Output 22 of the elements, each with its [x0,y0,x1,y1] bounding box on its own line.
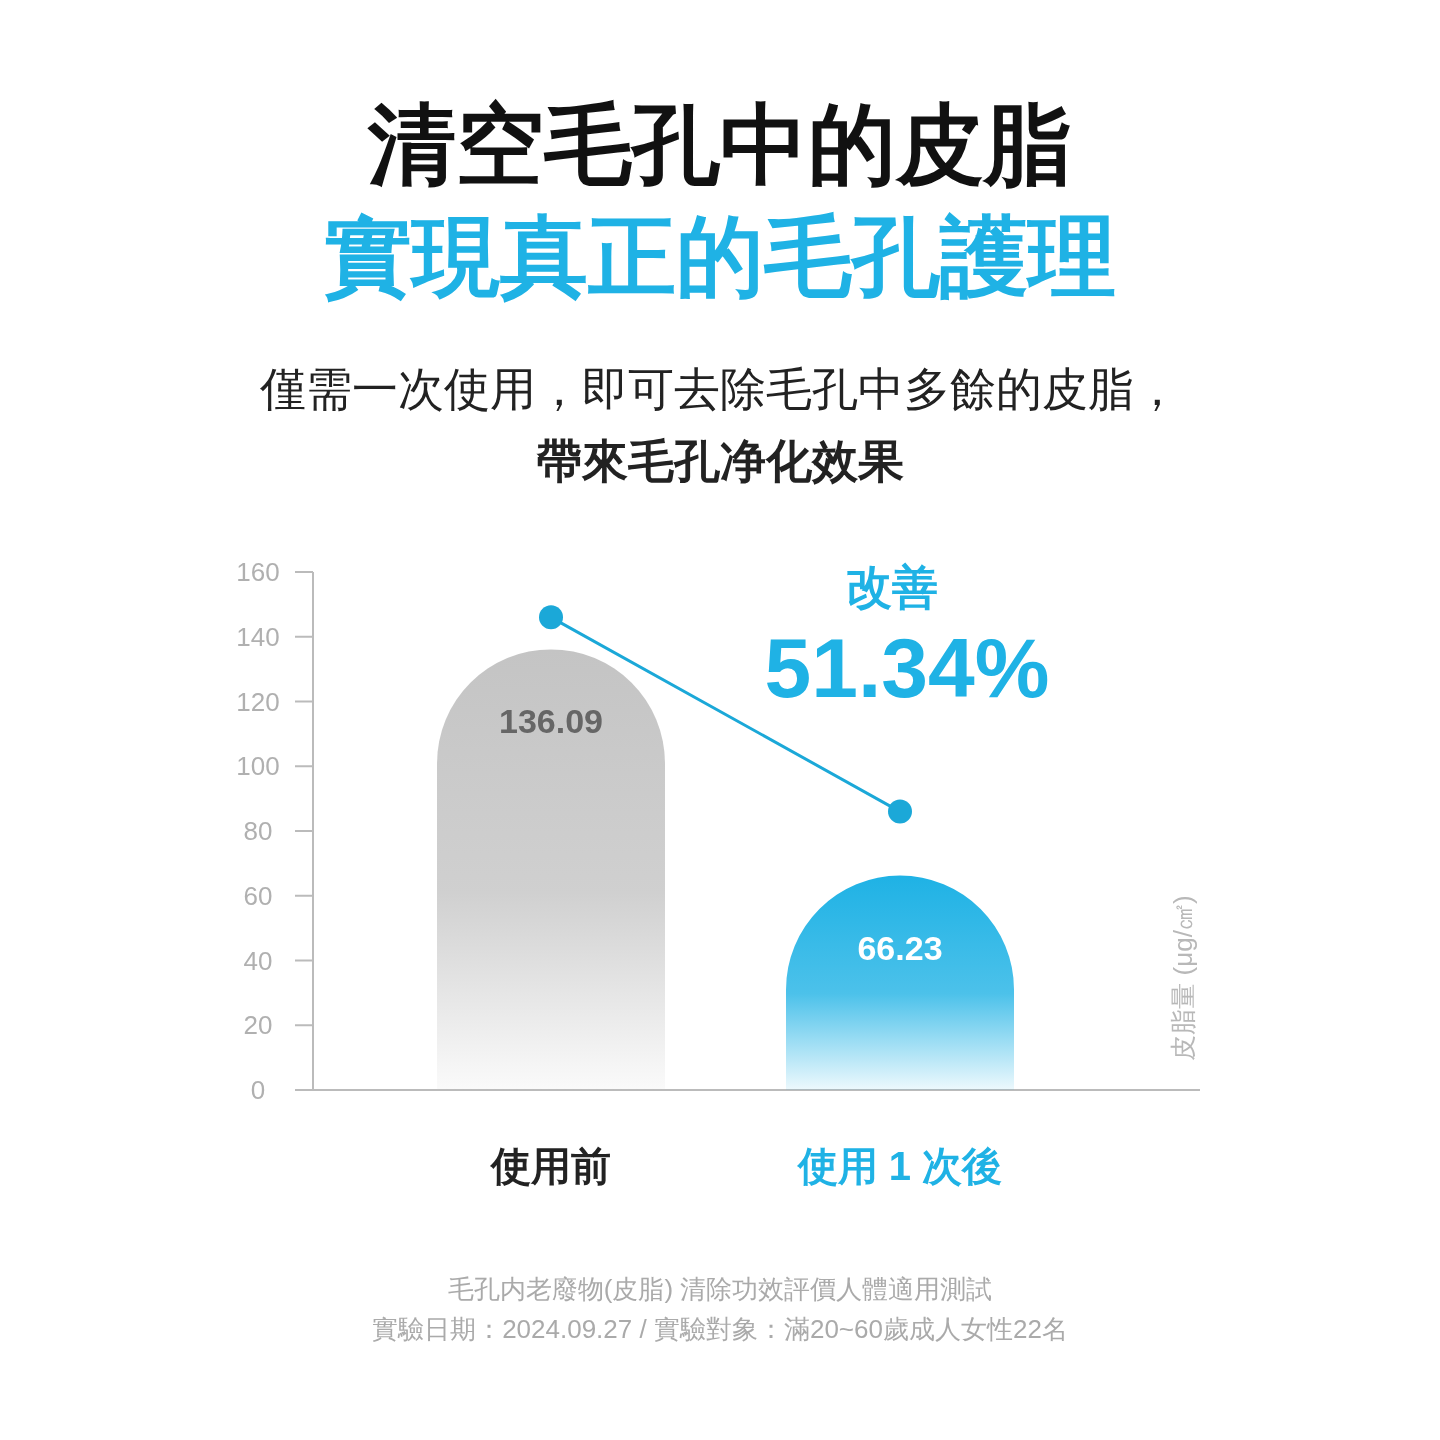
text: 僅需一次使用，即可去除毛孔中多餘的皮脂， [259,363,1180,415]
y-tick-label: 120 [236,686,280,717]
y-tick-label: 20 [243,1010,273,1041]
data-label: 66.23 [857,928,943,967]
y-tick-label: 80 [243,816,273,846]
chart-title: 清空毛孔中的皮脂 [367,95,1072,194]
annotation: 51.34% [764,621,1050,715]
y-axis-title: 皮脂量 (μg/㎠) [1168,895,1198,1061]
y-tick-label: 100 [236,751,280,782]
y-tick-label: 160 [236,557,280,587]
text: 實驗日期：2024.09.27 / 實驗對象：滿20~60歲成人女性22名 [372,1314,1068,1344]
y-tick-label: 140 [236,621,280,652]
y-tick-label: 40 [243,945,273,976]
text: 帶來毛孔净化效果 [536,435,904,487]
annotation: 改善 [846,561,938,613]
y-tick-label: 60 [243,880,273,911]
x-tick-label: 使用前 [489,1144,611,1188]
data-label: 136.09 [499,702,603,741]
y-tick-label: 0 [250,1075,266,1105]
chart-subtitle: 實現真正的毛孔護理 [324,207,1116,306]
text: 毛孔内老廢物(皮脂) 清除功效評價人體適用測試 [447,1274,993,1304]
x-tick-label: 使用 1 次後 [795,1144,1003,1188]
